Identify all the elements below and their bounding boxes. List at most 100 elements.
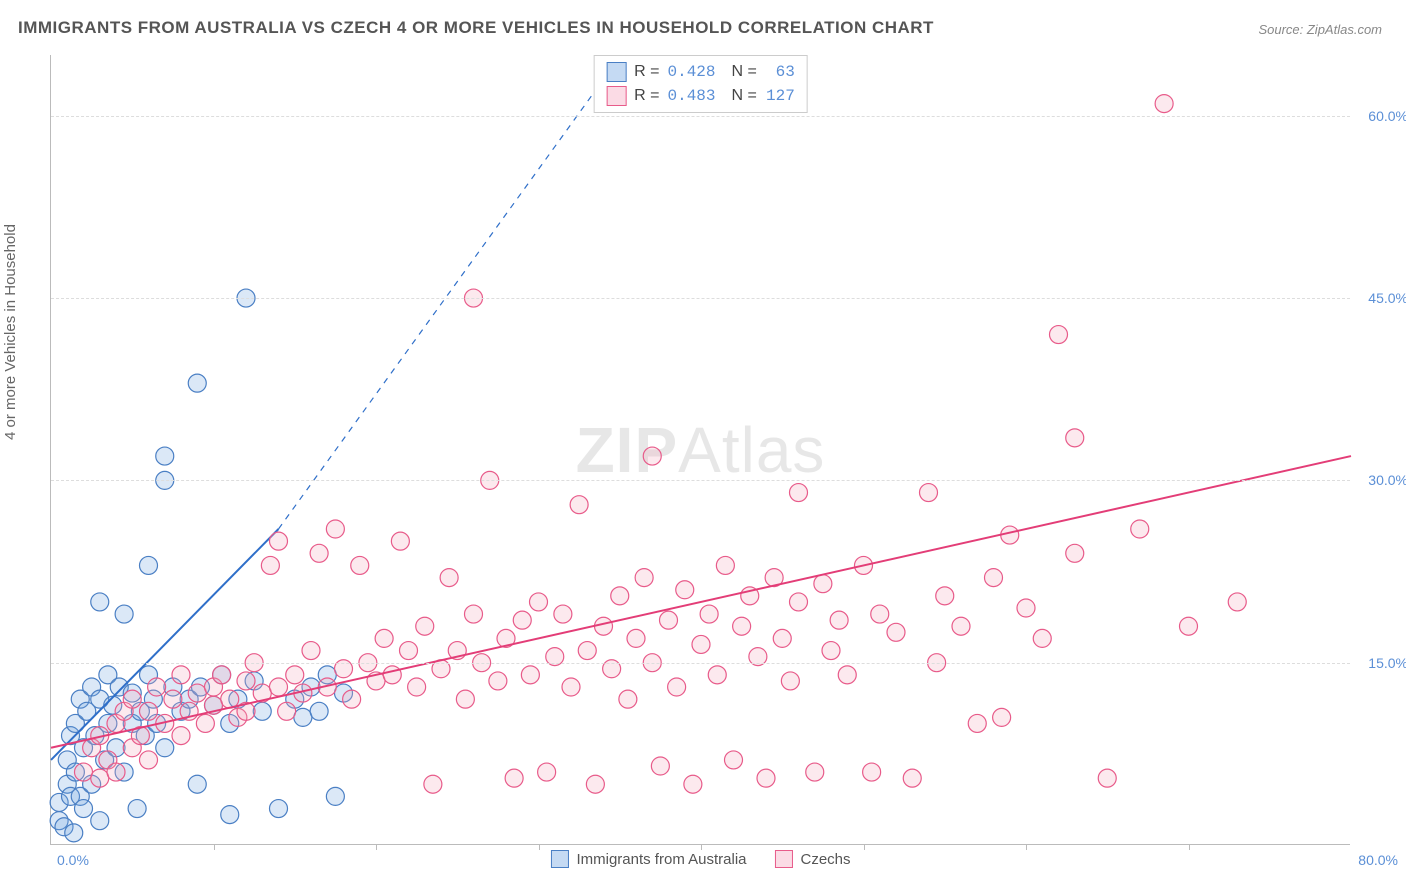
data-point [570, 496, 588, 514]
data-point [270, 678, 288, 696]
data-point [725, 751, 743, 769]
data-point [115, 605, 133, 623]
data-point [968, 714, 986, 732]
data-point [148, 678, 166, 696]
data-point [188, 374, 206, 392]
data-point [627, 629, 645, 647]
correlation-chart: IMMIGRANTS FROM AUSTRALIA VS CZECH 4 OR … [0, 0, 1406, 892]
data-point [310, 702, 328, 720]
data-point [326, 787, 344, 805]
data-point [684, 775, 702, 793]
data-point [530, 593, 548, 611]
data-point [302, 642, 320, 660]
data-point [408, 678, 426, 696]
data-point [156, 739, 174, 757]
scatter-svg [51, 55, 1350, 844]
data-point [635, 569, 653, 587]
data-point [554, 605, 572, 623]
data-point [660, 611, 678, 629]
data-point [538, 763, 556, 781]
data-point [1017, 599, 1035, 617]
data-point [375, 629, 393, 647]
data-point [91, 769, 109, 787]
data-point [700, 605, 718, 623]
data-point [221, 806, 239, 824]
data-point [863, 763, 881, 781]
series-swatch-czechs [775, 850, 793, 868]
data-point [920, 484, 938, 502]
data-point [773, 629, 791, 647]
data-point [213, 666, 231, 684]
data-point [903, 769, 921, 787]
data-point [822, 642, 840, 660]
data-point [806, 763, 824, 781]
legend-swatch-australia [606, 62, 626, 82]
data-point [424, 775, 442, 793]
data-point [164, 690, 182, 708]
data-point [668, 678, 686, 696]
trend-line [51, 456, 1351, 748]
data-point [351, 556, 369, 574]
data-point [294, 708, 312, 726]
data-point [123, 690, 141, 708]
data-point [1050, 326, 1068, 344]
data-point [237, 672, 255, 690]
data-point [1228, 593, 1246, 611]
data-point [521, 666, 539, 684]
data-point [188, 775, 206, 793]
legend-row-czechs: R = 0.483 N = 127 [606, 84, 795, 108]
data-point [65, 824, 83, 842]
data-point [270, 532, 288, 550]
data-point [993, 708, 1011, 726]
data-point [505, 769, 523, 787]
data-point [270, 800, 288, 818]
series-legend-australia: Immigrants from Australia [550, 850, 746, 868]
data-point [1066, 544, 1084, 562]
y-tick-label: 45.0% [1368, 290, 1406, 306]
data-point [400, 642, 418, 660]
data-point [156, 447, 174, 465]
data-point [343, 690, 361, 708]
data-point [814, 575, 832, 593]
data-point [781, 672, 799, 690]
data-point [75, 800, 93, 818]
y-tick-label: 30.0% [1368, 472, 1406, 488]
data-point [757, 769, 775, 787]
data-point [586, 775, 604, 793]
data-point [253, 702, 271, 720]
data-point [692, 635, 710, 653]
data-point [140, 702, 158, 720]
y-axis-label: 4 or more Vehicles in Household [2, 224, 19, 440]
data-point [1180, 617, 1198, 635]
data-point [91, 812, 109, 830]
data-point [326, 520, 344, 538]
data-point [871, 605, 889, 623]
data-point [188, 684, 206, 702]
data-point [838, 666, 856, 684]
data-point [140, 751, 158, 769]
y-tick-label: 60.0% [1368, 108, 1406, 124]
data-point [936, 587, 954, 605]
data-point [562, 678, 580, 696]
data-point [261, 556, 279, 574]
data-point [1066, 429, 1084, 447]
data-point [611, 587, 629, 605]
stats-legend: R = 0.428 N = 63 R = 0.483 N = 127 [593, 55, 808, 113]
attribution-text: Source: ZipAtlas.com [1258, 22, 1382, 37]
data-point [790, 593, 808, 611]
data-point [1131, 520, 1149, 538]
data-point [830, 611, 848, 629]
data-point [985, 569, 1003, 587]
trend-line-extrapolated [279, 79, 604, 529]
legend-row-australia: R = 0.428 N = 63 [606, 60, 795, 84]
data-point [456, 690, 474, 708]
data-point [790, 484, 808, 502]
data-point [1033, 629, 1051, 647]
data-point [286, 666, 304, 684]
data-point [489, 672, 507, 690]
data-point [676, 581, 694, 599]
plot-area: ZIPAtlas R = 0.428 N = 63 R = 0.483 N = … [50, 55, 1350, 845]
data-point [75, 763, 93, 781]
data-point [391, 532, 409, 550]
data-point [643, 447, 661, 465]
